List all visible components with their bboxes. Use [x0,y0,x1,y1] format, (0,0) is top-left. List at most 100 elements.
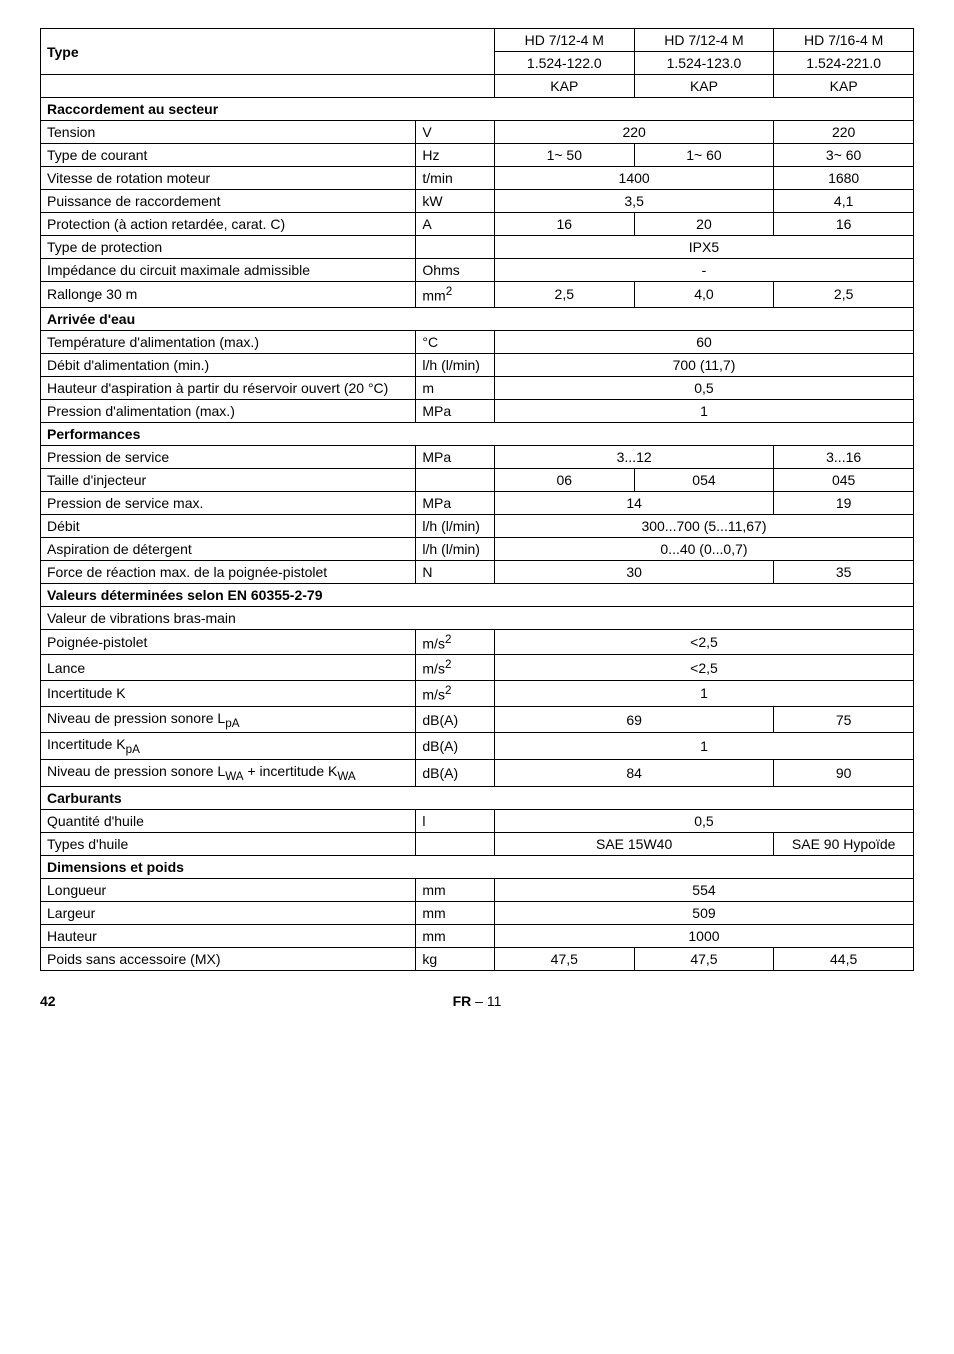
row-unit: l/h (l/min) [416,537,495,560]
row-label: Incertitude K [41,680,416,706]
row-value-123: 0...40 (0...0,7) [494,537,913,560]
page-number: 42 [40,993,56,1009]
row-value-2: 47,5 [634,948,774,971]
row-pression-alim: Pression d'alimentation (max.) MPa 1 [41,399,914,422]
row-quantite: Quantité d'huile l 0,5 [41,810,914,833]
row-value-3: 4,1 [774,190,914,213]
col-code-3: 1.524-221.0 [774,52,914,75]
row-label: Type de protection [41,236,416,259]
row-value-123: <2,5 [494,629,913,655]
row-value-123: - [494,259,913,282]
row-label: Niveau de pression sonore LpA [41,706,416,733]
row-tension: Tension V 220 220 [41,121,914,144]
row-value-12: 3,5 [494,190,773,213]
row-label: Température d'alimentation (max.) [41,330,416,353]
row-value-3: 2,5 [774,282,914,308]
row-label: Taille d'injecteur [41,468,416,491]
row-value-12: SAE 15W40 [494,833,773,856]
row-value-1: 06 [494,468,634,491]
kap-1: KAP [494,75,634,98]
row-force: Force de réaction max. de la poignée-pis… [41,560,914,583]
row-label: Niveau de pression sonore LWA + incertit… [41,760,416,787]
row-longueur: Longueur mm 554 [41,879,914,902]
row-unit: dB(A) [416,706,495,733]
row-unit: m [416,376,495,399]
row-label: Type de courant [41,144,416,167]
row-value-3: 1680 [774,167,914,190]
kap-2: KAP [634,75,774,98]
row-label: Poignée-pistolet [41,629,416,655]
row-label: Tension [41,121,416,144]
row-niveau-lpa: Niveau de pression sonore LpA dB(A) 69 7… [41,706,914,733]
row-unit: l/h (l/min) [416,353,495,376]
row-unit: mm [416,879,495,902]
row-value-2: 20 [634,213,774,236]
row-largeur: Largeur mm 509 [41,902,914,925]
row-unit: dB(A) [416,733,495,760]
row-aspiration: Aspiration de détergent l/h (l/min) 0...… [41,537,914,560]
row-pression-serv: Pression de service MPa 3...12 3...16 [41,445,914,468]
blank-cell [41,75,495,98]
row-taille: Taille d'injecteur 06 054 045 [41,468,914,491]
row-unit [416,833,495,856]
section-valeurs: Valeurs déterminées selon EN 60355-2-79 [41,583,914,606]
row-value-3: 75 [774,706,914,733]
row-value-1: 2,5 [494,282,634,308]
row-unit: Ohms [416,259,495,282]
row-value-3: 16 [774,213,914,236]
row-value-12: 1400 [494,167,773,190]
row-label: Hauteur [41,925,416,948]
row-value-3: 220 [774,121,914,144]
row-label: Pression de service [41,445,416,468]
col-code-1: 1.524-122.0 [494,52,634,75]
col-model-3: HD 7/16-4 M [774,29,914,52]
row-value-123: 1000 [494,925,913,948]
section-label: Valeurs déterminées selon EN 60355-2-79 [41,583,914,606]
row-value-2: 4,0 [634,282,774,308]
row-pression-max: Pression de service max. MPa 14 19 [41,491,914,514]
row-unit: mm [416,902,495,925]
row-type-protection: Type de protection IPX5 [41,236,914,259]
row-debit-alim: Débit d'alimentation (min.) l/h (l/min) … [41,353,914,376]
row-unit: °C [416,330,495,353]
row-label: Puissance de raccordement [41,190,416,213]
row-value-123: 60 [494,330,913,353]
row-unit: MPa [416,399,495,422]
row-value-3: 35 [774,560,914,583]
row-unit: m/s2 [416,680,495,706]
row-unit: mm [416,925,495,948]
section-raccordement: Raccordement au secteur [41,98,914,121]
row-value-123: 509 [494,902,913,925]
row-value-3: 19 [774,491,914,514]
row-label: Types d'huile [41,833,416,856]
row-types-huile: Types d'huile SAE 15W40 SAE 90 Hypoïde [41,833,914,856]
row-label: Rallonge 30 m [41,282,416,308]
row-unit [416,468,495,491]
row-label: Impédance du circuit maximale admissible [41,259,416,282]
row-value-123: 554 [494,879,913,902]
row-protection: Protection (à action retardée, carat. C)… [41,213,914,236]
row-unit: dB(A) [416,760,495,787]
row-unit: Hz [416,144,495,167]
row-label: Poids sans accessoire (MX) [41,948,416,971]
row-unit: MPa [416,445,495,468]
row-value-3: 90 [774,760,914,787]
row-label: Hauteur d'aspiration à partir du réservo… [41,376,416,399]
section-dimensions: Dimensions et poids [41,856,914,879]
row-value-123: 300...700 (5...11,67) [494,514,913,537]
row-niveau-lwa: Niveau de pression sonore LWA + incertit… [41,760,914,787]
row-unit: mm2 [416,282,495,308]
row-value-2: 054 [634,468,774,491]
section-carburants: Carburants [41,787,914,810]
row-value-1: 16 [494,213,634,236]
row-unit: l/h (l/min) [416,514,495,537]
row-value-2: 1~ 60 [634,144,774,167]
section-label: Arrivée d'eau [41,307,914,330]
col-model-1: HD 7/12-4 M [494,29,634,52]
spec-table: Type HD 7/12-4 M HD 7/12-4 M HD 7/16-4 M… [40,28,914,971]
row-temp: Température d'alimentation (max.) °C 60 [41,330,914,353]
row-lance: Lance m/s2 <2,5 [41,655,914,681]
section-label: Dimensions et poids [41,856,914,879]
row-value-12: 220 [494,121,773,144]
kap-3: KAP [774,75,914,98]
